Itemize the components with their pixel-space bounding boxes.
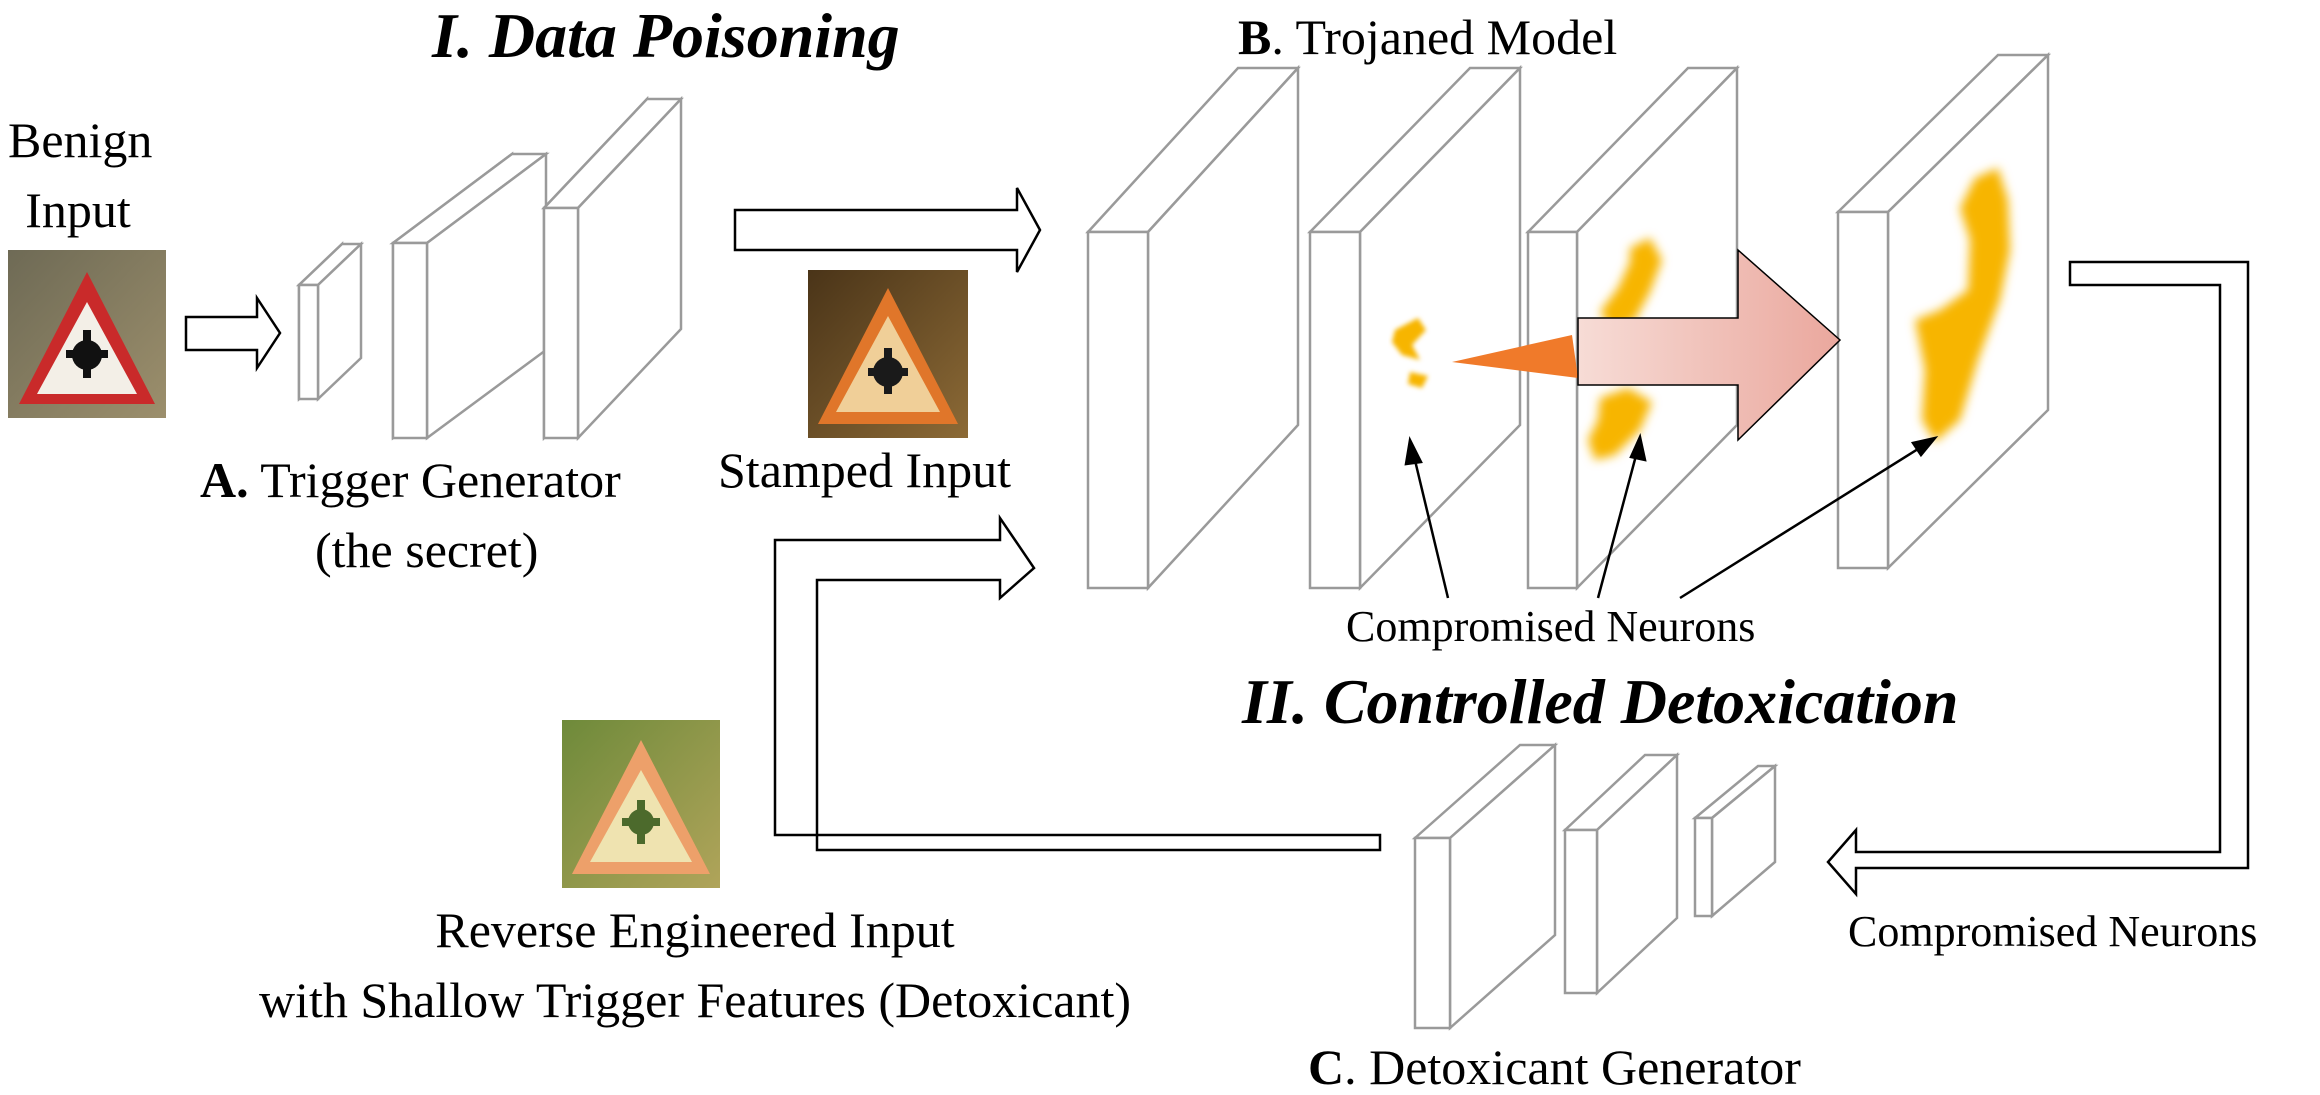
reverse-engineered-input-image (562, 720, 720, 888)
stamped-input-image (808, 270, 968, 438)
label-trigger-generator: A. Trigger Generator (200, 455, 621, 505)
big-pink-arrow (1577, 248, 1842, 442)
compromised-neuron-blobs (1392, 168, 2010, 460)
label-trigger-generator-name: Trigger Generator (260, 452, 621, 508)
arrow-benign-to-generator (184, 293, 282, 373)
label-trigger-generator-prefix: A. (200, 452, 249, 508)
label-stamped-input: Stamped Input (718, 442, 1012, 498)
label-trojaned-model: B. Trojaned Model (1238, 12, 1617, 62)
arrow-to-trojaned-model (733, 187, 1042, 273)
orange-wedge-arrow (1452, 335, 1578, 378)
label-detoxicant-generator: C. Detoxicant Generator (1308, 1042, 1801, 1092)
trojaned-model-layers (1085, 52, 2052, 592)
compromised-pointer-lines (1404, 433, 1939, 600)
detoxicant-generator-layers (1411, 742, 1779, 1031)
label-detoxicant-generator-name: . Detoxicant Generator (1344, 1039, 1801, 1095)
label-compromised-neurons-upper: Compromised Neurons (1346, 602, 1756, 651)
label-trigger-generator-sub: (the secret) (315, 522, 539, 578)
label-benign-line1: Benign (8, 112, 153, 168)
label-reverse-engineered-line1: Reverse Engineered Input (435, 902, 955, 958)
label-trojaned-model-name: . Trojaned Model (1271, 9, 1618, 65)
label-detoxicant-generator-prefix: C (1308, 1039, 1345, 1095)
section-title-data-poisoning: I. Data Poisoning (432, 0, 900, 71)
label-trojaned-model-prefix: B (1238, 9, 1272, 65)
trigger-generator-layers (295, 95, 684, 442)
feedback-arrow-right (1826, 260, 2250, 898)
section-title-controlled-detoxication: II. Controlled Detoxication (1242, 666, 1959, 737)
label-compromised-neurons-right: Compromised Neurons (1848, 907, 2258, 956)
feedback-arrow-left (773, 513, 1382, 852)
benign-input-image (8, 250, 166, 418)
label-benign-line2: Input (25, 182, 131, 238)
label-reverse-engineered-line2: with Shallow Trigger Features (Detoxican… (258, 972, 1132, 1028)
